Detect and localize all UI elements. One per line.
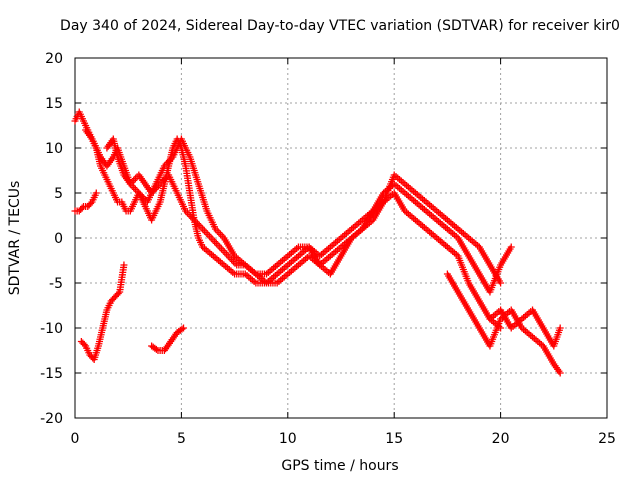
x-tick-label: 5	[177, 431, 186, 447]
data-point	[114, 290, 122, 297]
data-point	[180, 324, 188, 332]
data-point	[497, 279, 505, 287]
y-tick-label: -15	[40, 366, 63, 382]
x-tick-label: 25	[598, 431, 616, 447]
data-point	[78, 204, 86, 212]
data-point	[556, 369, 564, 377]
x-tick-label: 0	[71, 431, 80, 447]
data-point	[120, 261, 128, 269]
y-tick-label: 15	[45, 96, 63, 112]
data-point	[80, 341, 88, 348]
data-point	[178, 325, 186, 333]
y-tick-label: -10	[40, 321, 63, 337]
y-tick-label: 5	[54, 186, 63, 202]
y-axis-label: SDTVAR / TECUs	[7, 181, 23, 296]
y-tick-labels: -20 -15 -10 -5 0 5 10 15 20	[40, 51, 63, 427]
y-tick-label: 20	[45, 51, 63, 67]
data-point	[87, 200, 95, 207]
data-point	[92, 189, 100, 197]
x-tick-label: 10	[279, 431, 297, 447]
data-points	[71, 108, 564, 377]
chart-title: Day 340 of 2024, Sidereal Day-to-day VTE…	[60, 18, 620, 34]
x-tick-labels: 0 5 10 15 20 25	[71, 431, 616, 447]
x-tick-label: 15	[385, 431, 403, 447]
plot-frame	[74, 57, 608, 419]
data-point	[556, 324, 564, 332]
y-tick-label: -20	[40, 411, 63, 427]
y-tick-label: -5	[49, 276, 63, 292]
x-axis-label: GPS time / hours	[281, 458, 398, 474]
y-tick-label: 10	[45, 141, 63, 157]
data-point	[152, 345, 160, 353]
y-tick-label: 0	[54, 231, 63, 247]
data-point	[507, 243, 515, 251]
x-tick-label: 20	[492, 431, 510, 447]
